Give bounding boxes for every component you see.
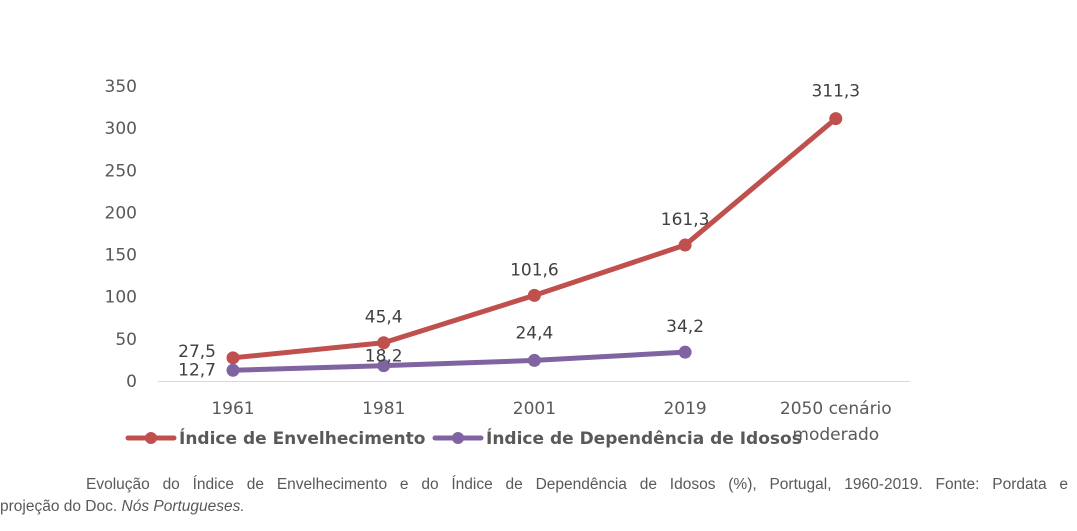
legend-label: Índice de Dependência de Idosos bbox=[486, 427, 802, 449]
legend-marker bbox=[145, 432, 157, 444]
data-labels: 27,5 45,4 101,6 161,3 311,3 12,7 18,2 24,4 34,2 bbox=[178, 82, 860, 381]
y-tick-label: 100 bbox=[105, 288, 137, 308]
data-label-indice-de-dependencia-de-idosos: 24,4 bbox=[515, 323, 553, 343]
legend-label: Índice de Envelhecimento bbox=[179, 427, 425, 449]
x-tick-label: 1961 bbox=[211, 399, 254, 419]
x-tick-label: 2001 bbox=[513, 399, 556, 419]
x-axis: 1961 1981 2001 2019 2050 cenário moderado bbox=[211, 399, 891, 445]
caption-document-title: Nós Portugueses. bbox=[121, 498, 245, 515]
y-axis: 0 50 100 150 200 250 300 350 bbox=[105, 77, 137, 392]
legend-item-indice-de-envelhecimento: Índice de Envelhecimento bbox=[125, 427, 425, 449]
data-label-indice-de-envelhecimento: 45,4 bbox=[365, 308, 403, 328]
y-tick-label: 150 bbox=[105, 246, 137, 266]
data-label-indice-de-envelhecimento: 27,5 bbox=[178, 342, 216, 362]
legend-item-indice-de-dependencia-de-idosos: Índice de Dependência de Idosos bbox=[432, 427, 802, 449]
data-label-indice-de-dependencia-de-idosos: 18,2 bbox=[365, 347, 403, 367]
y-tick-label: 50 bbox=[115, 330, 137, 350]
series-layer bbox=[226, 112, 843, 377]
data-point-indice-de-dependencia-de-idosos bbox=[226, 363, 240, 377]
data-label-indice-de-envelhecimento: 311,3 bbox=[811, 82, 860, 102]
data-label-indice-de-envelhecimento: 101,6 bbox=[510, 260, 559, 280]
series-line-indice-de-dependencia-de-idosos bbox=[230, 349, 688, 373]
data-point-indice-de-envelhecimento bbox=[829, 112, 843, 126]
data-label-indice-de-dependencia-de-idosos: 34,2 bbox=[666, 317, 704, 337]
y-tick-label: 250 bbox=[105, 161, 137, 181]
caption-line-2-text: projeção do Doc. bbox=[0, 498, 122, 515]
caption-line-2: projeção do Doc. Nós Portugueses. bbox=[0, 496, 1068, 518]
legend-marker bbox=[452, 432, 464, 444]
data-point-indice-de-envelhecimento bbox=[377, 336, 391, 350]
series-line-indice-de-envelhecimento bbox=[230, 116, 839, 361]
x-tick-label: 1981 bbox=[362, 399, 405, 419]
x-tick-label: 2050 cenário moderado bbox=[780, 399, 892, 445]
data-point-indice-de-dependencia-de-idosos bbox=[377, 359, 391, 373]
data-point-indice-de-dependencia-de-idosos bbox=[678, 345, 692, 359]
data-point-indice-de-dependencia-de-idosos bbox=[527, 353, 541, 367]
data-label-indice-de-envelhecimento: 161,3 bbox=[661, 210, 710, 230]
y-tick-label: 350 bbox=[105, 77, 137, 97]
data-point-indice-de-envelhecimento bbox=[678, 238, 692, 252]
legend: Índice de Envelhecimento Índice de Depend… bbox=[125, 427, 802, 449]
y-tick-label: 300 bbox=[105, 119, 137, 139]
figure-caption: Evolução do Índice de Envelhecimento e d… bbox=[0, 474, 1068, 518]
y-tick-label: 0 bbox=[126, 372, 137, 392]
data-point-indice-de-envelhecimento bbox=[527, 288, 541, 302]
y-tick-label: 200 bbox=[105, 203, 137, 223]
data-point-indice-de-envelhecimento bbox=[226, 351, 240, 365]
x-tick-label: 2019 bbox=[663, 399, 706, 419]
data-label-indice-de-dependencia-de-idosos: 12,7 bbox=[178, 360, 216, 380]
caption-line-1: Evolução do Índice de Envelhecimento e d… bbox=[86, 476, 1068, 493]
line-chart: 0 50 100 150 200 250 300 350 1961 1981 2001 2019 20… bbox=[105, 77, 910, 449]
